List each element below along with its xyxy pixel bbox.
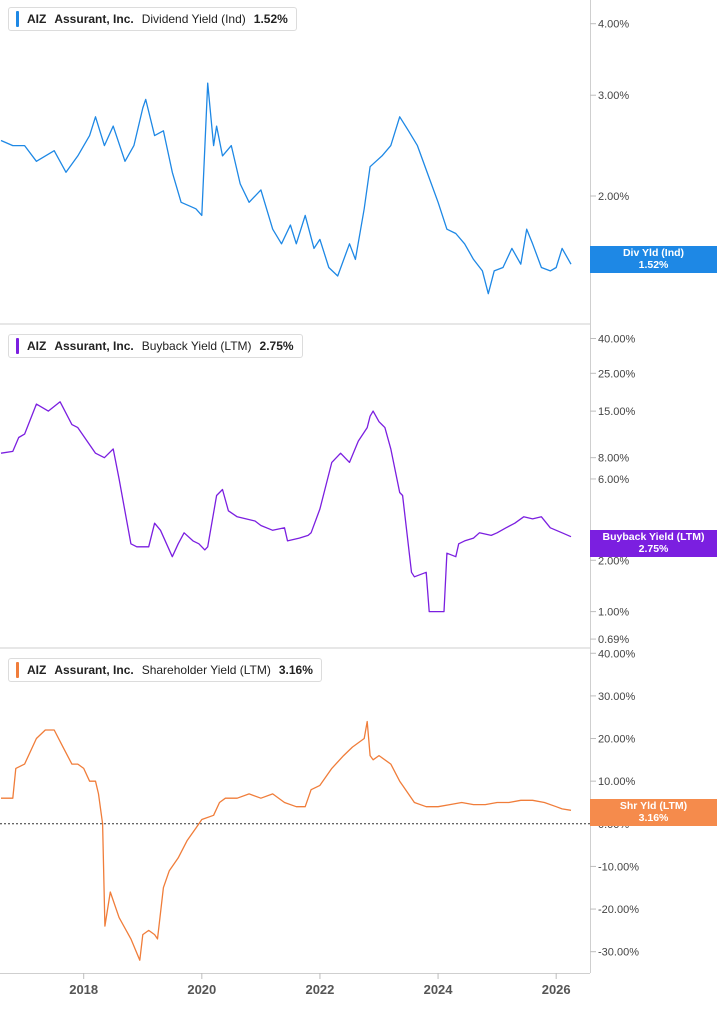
legend-value: 3.16% xyxy=(278,663,313,677)
y-tick-label: -30.00% xyxy=(598,947,639,959)
legend-shareholder-yield: AIZ Assurant, Inc. Shareholder Yield (LT… xyxy=(8,658,322,682)
flag-label: Shr Yld (LTM) xyxy=(619,800,688,812)
series-line xyxy=(1,720,572,961)
y-tick-label: 20.00% xyxy=(598,734,636,746)
legend-swatch xyxy=(16,11,19,27)
legend-ticker: AIZ xyxy=(27,339,47,353)
legend-metric: Buyback Yield (LTM) xyxy=(141,339,252,353)
y-tick-label: 40.00% xyxy=(598,333,636,345)
legend-swatch xyxy=(16,662,19,678)
y-tick-label: -20.00% xyxy=(598,904,639,916)
flag-label: Div Yld (Ind) xyxy=(622,247,685,259)
series-line xyxy=(0,82,572,295)
y-tick-label: 3.00% xyxy=(598,90,629,102)
y-tick-label: 25.00% xyxy=(598,368,636,380)
x-tick-label: 2018 xyxy=(69,982,98,997)
legend-buyback-yield: AIZ Assurant, Inc. Buyback Yield (LTM) 2… xyxy=(8,334,303,358)
y-tick-label: 6.00% xyxy=(598,474,629,486)
flag-shareholder-yield: Shr Yld (LTM) 3.16% xyxy=(590,799,717,826)
x-tick-label: 2026 xyxy=(542,982,571,997)
y-tick-label: 8.00% xyxy=(598,453,629,465)
y-tick-label: 40.00% xyxy=(598,648,636,660)
legend-company: Assurant, Inc. xyxy=(54,12,134,26)
series-line xyxy=(0,401,572,613)
legend-dividend-yield: AIZ Assurant, Inc. Dividend Yield (Ind) … xyxy=(8,7,297,31)
legend-ticker: AIZ xyxy=(27,663,47,677)
y-tick-label: 15.00% xyxy=(598,406,636,418)
flag-buyback-yield: Buyback Yield (LTM) 2.75% xyxy=(590,530,717,557)
flag-dividend-yield: Div Yld (Ind) 1.52% xyxy=(590,246,717,273)
flag-label: Buyback Yield (LTM) xyxy=(602,531,705,543)
legend-metric: Dividend Yield (Ind) xyxy=(141,12,246,26)
legend-ticker: AIZ xyxy=(27,12,47,26)
legend-value: 1.52% xyxy=(253,12,288,26)
x-tick-label: 2020 xyxy=(187,982,216,997)
y-tick-label: 2.00% xyxy=(598,555,629,567)
flag-value: 1.52% xyxy=(638,259,669,271)
legend-value: 2.75% xyxy=(259,339,294,353)
x-tick-label: 2024 xyxy=(424,982,454,997)
legend-company: Assurant, Inc. xyxy=(54,663,134,677)
x-tick-label: 2022 xyxy=(305,982,334,997)
legend-metric: Shareholder Yield (LTM) xyxy=(141,663,271,677)
y-tick-label: 30.00% xyxy=(598,691,636,703)
flag-value: 2.75% xyxy=(638,543,669,555)
y-tick-label: 2.00% xyxy=(598,191,629,203)
legend-swatch xyxy=(16,338,19,354)
legend-company: Assurant, Inc. xyxy=(54,339,134,353)
y-tick-label: -10.00% xyxy=(598,861,639,873)
y-tick-label: 0.69% xyxy=(598,634,629,646)
flag-value: 3.16% xyxy=(638,812,669,824)
y-tick-label: 10.00% xyxy=(598,776,636,788)
y-tick-label: 4.00% xyxy=(598,19,629,31)
y-tick-label: 1.00% xyxy=(598,607,629,619)
